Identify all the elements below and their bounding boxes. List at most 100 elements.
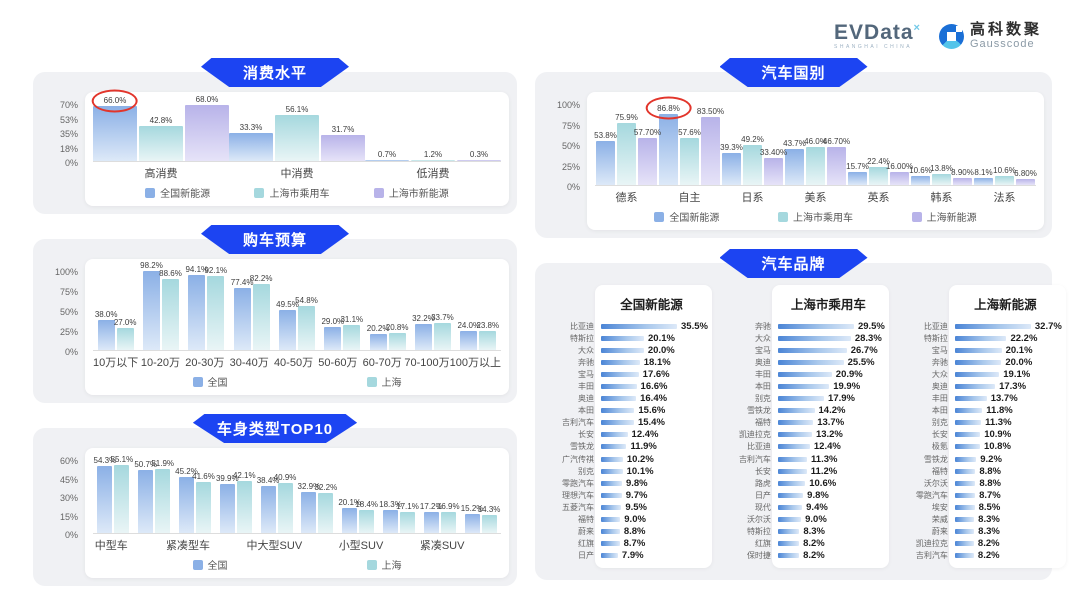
bar-slot: 94.1% [185, 265, 208, 350]
bar [139, 125, 183, 161]
chart-legend: 全国 上海 [93, 557, 501, 572]
brand-name: 吉利汽车 [562, 418, 594, 428]
brand-row: 日产 9.8% [724, 489, 885, 501]
bar-slot: 92.1% [204, 266, 227, 350]
brand-row: 丰田 16.6% [547, 380, 708, 392]
legend-item[interactable]: 全国新能源 [654, 209, 719, 224]
brand-row: 比亚迪 35.5% [547, 320, 708, 332]
left-column: 消费水平 70% 53% 35% 18% 0% 66.0% 42.8% 68.0% 33.3% 5… [33, 58, 517, 597]
brand-value: 8.3% [803, 526, 825, 538]
y-axis-labels: 60% 45% 30% 15% 0% [41, 456, 85, 540]
legend-label: 上海 [381, 561, 402, 572]
y-axis-tick: 0% [64, 347, 78, 357]
legend-item[interactable]: 上海 [366, 374, 402, 389]
brand-bar [954, 456, 977, 462]
x-axis-label: 法系 [993, 192, 1016, 204]
bar-slot: 20.8% [386, 271, 408, 350]
legend-item[interactable]: 上海新能源 [911, 209, 977, 224]
x-axis-label: 紧凑型车 [166, 540, 211, 552]
brand-row: 凯迪拉克 13.2% [724, 429, 885, 441]
brand-bar [954, 408, 983, 414]
bar-slot: 10.6% [909, 104, 932, 185]
brand-bar [777, 480, 806, 486]
brand-bar [777, 384, 830, 390]
brand-name: 日产 [754, 490, 771, 500]
bar-slot: 14.3% [478, 460, 500, 533]
brand-row: 本田 11.8% [901, 405, 1062, 417]
bar-group: 98.2% 88.6% [138, 261, 183, 350]
bar-value-label: 94.1% [185, 264, 209, 274]
bar [764, 157, 783, 185]
bar-value-label: 33.7% [431, 313, 454, 323]
bar-value-label: 20.2% [366, 323, 390, 333]
plot-area: 66.0% 42.8% 68.0% 33.3% 56.1% 31.7% 0.7% 1.2% 0.… [92, 89, 501, 162]
brand-value: 8.2% [977, 538, 1000, 550]
bar-group: 24.0% 23.8% [456, 271, 501, 350]
legend-label: 上海 [381, 378, 402, 389]
bar-value-label: 77.4% [230, 278, 254, 288]
brand-value: 25.5% [847, 356, 875, 368]
x-axis-label: 10万以下 [93, 357, 139, 369]
bar-value-label: 46.70% [822, 136, 851, 146]
brand-value: 12.4% [631, 429, 659, 441]
brand-name: 奥迪 [931, 382, 948, 392]
brand-row: 蔚来 8.3% [901, 526, 1062, 538]
bar-slot: 0.3% [457, 104, 501, 161]
brand-name: 沃尔沃 [746, 515, 771, 525]
brand-list-title: 上海市乘用车 [790, 298, 866, 312]
bar-slot: 54.3% [94, 456, 116, 533]
y-axis-tick: 25% [561, 161, 580, 172]
bar-value-label: 24.0% [457, 320, 481, 330]
brand-row: 理想汽车 9.7% [547, 489, 708, 501]
brand-name: 红旗 [578, 539, 594, 549]
bar-value-label: 46.0% [804, 137, 827, 147]
gausscode-logo-en: Gausscode [969, 38, 1035, 51]
bar-group: 43.7% 46.0% 46.70% [783, 104, 851, 185]
brand-name: 大众 [578, 345, 594, 355]
chart-legend: 全国新能源 上海市乘用车 上海市新能源 [93, 185, 501, 200]
x-axis-label: 60-70万 [362, 357, 402, 369]
brand-name: 日产 [578, 551, 594, 561]
brand-value: 11.3% [985, 417, 1012, 429]
bar-slot: 41.6% [192, 460, 215, 533]
y-axis-labels: 100% 75% 50% 25% 0% [41, 267, 85, 357]
bar-value-label: 10.6% [993, 166, 1016, 176]
legend-item[interactable]: 上海市乘用车 [777, 209, 853, 224]
bar-slot: 22.4% [867, 104, 890, 185]
evdata-x-icon: × [913, 22, 921, 34]
legend-item[interactable]: 上海市新能源 [373, 185, 449, 200]
legend-item[interactable]: 全国新能源 [145, 185, 210, 200]
bar [114, 465, 130, 533]
brand-value: 9.4% [806, 501, 828, 513]
bar-group: 32.9% 32.2% [297, 460, 338, 533]
brand-value: 8.8% [979, 477, 1001, 489]
bar-group: 15.2% 14.3% [460, 460, 501, 533]
x-axis-label: 40-50万 [273, 357, 314, 369]
brand-bar [777, 396, 825, 402]
brand-value: 9.8% [625, 477, 648, 489]
bar-slot: 38.4% [257, 460, 279, 533]
budget-panel: 100% 75% 50% 25% 0% 38.0% 27.0% 98.2% 88.6% 94.1%… [33, 239, 517, 403]
legend-item[interactable]: 上海市乘用车 [254, 185, 329, 200]
brand-bar [777, 553, 800, 559]
legend-label: 上海新能源 [926, 213, 977, 224]
brand-name: 本田 [931, 406, 948, 416]
brand-bar [601, 347, 644, 353]
brand-bar [777, 359, 844, 365]
bar-value-label: 13.8% [930, 163, 953, 173]
brand-bar [601, 529, 620, 535]
brand-row: 大众 28.3% [724, 332, 885, 344]
brand-name: 特斯拉 [746, 527, 771, 537]
legend-item[interactable]: 全国 [192, 374, 228, 389]
legend-item[interactable]: 上海 [366, 557, 402, 572]
x-axis-label: 小型SUV [338, 540, 384, 552]
bar-group: 49.5% 54.8% [274, 271, 319, 350]
x-axis-label: 德系 [615, 192, 638, 204]
bar-group: 77.4% 82.2% [229, 271, 274, 350]
bar-value-label: 29.0% [321, 316, 345, 326]
brand-bar [777, 420, 814, 426]
legend-item[interactable]: 全国 [192, 557, 228, 572]
x-axis-label: 10-20万 [140, 357, 180, 369]
y-axis-tick: 100% [54, 267, 78, 277]
bar-slot: 16.00% [886, 104, 913, 185]
